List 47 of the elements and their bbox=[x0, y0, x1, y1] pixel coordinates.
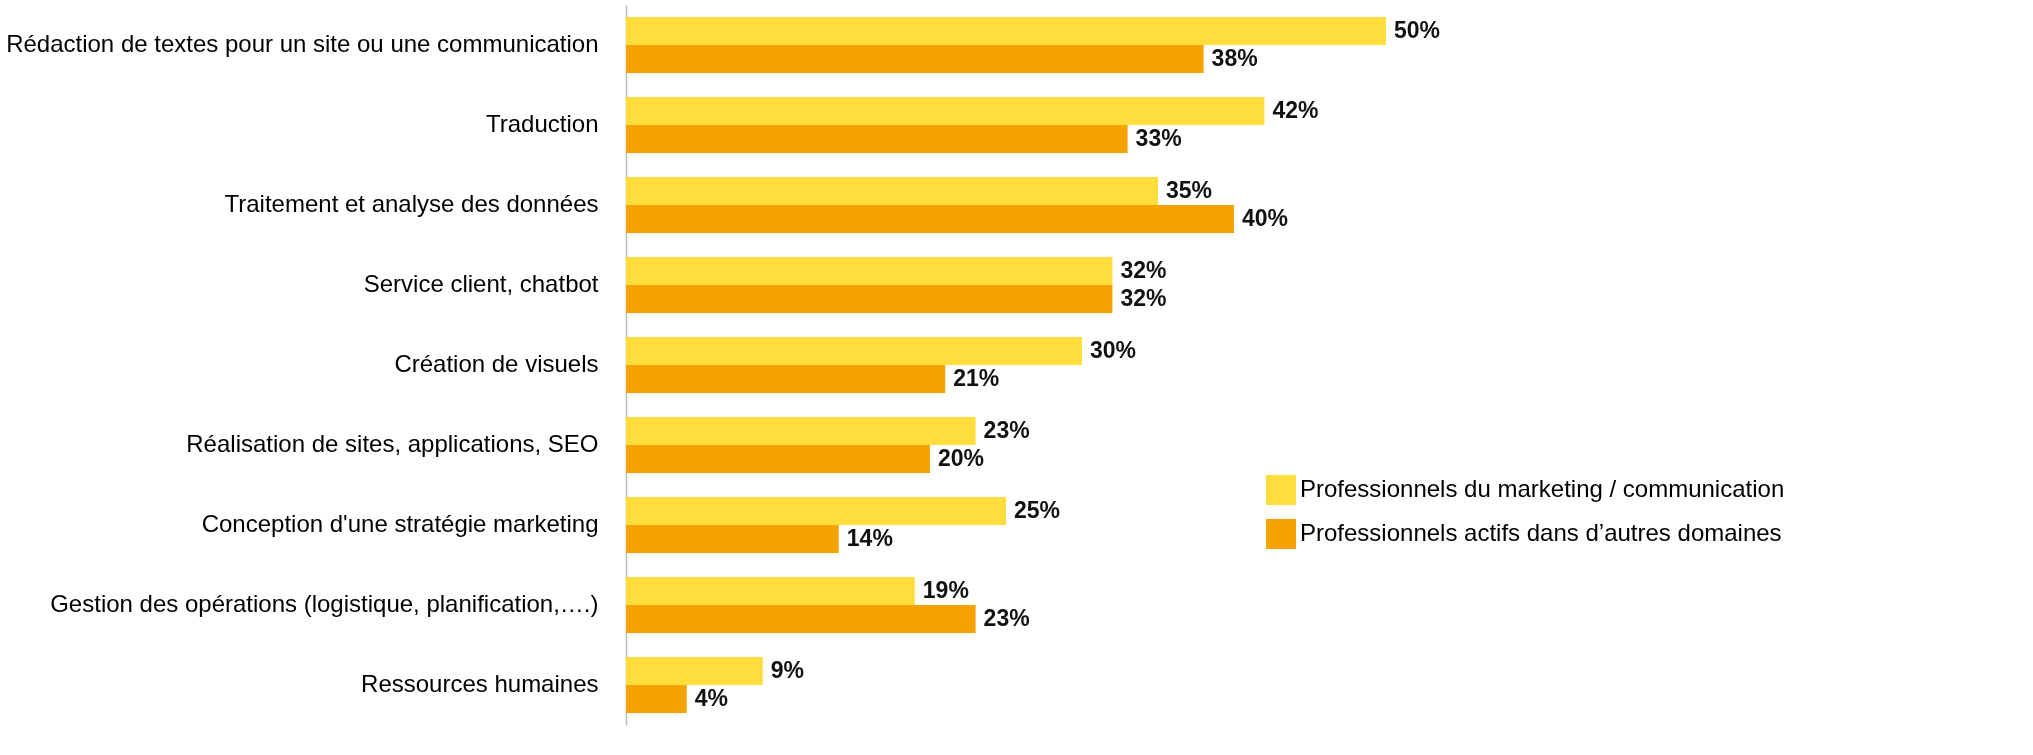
bar bbox=[626, 337, 1082, 365]
data-label: 9% bbox=[770, 657, 805, 683]
y-tick-label: Ressources humaines bbox=[361, 670, 599, 697]
legend-label: Professionnels actifs dans d’autres domaines bbox=[1300, 519, 1782, 546]
data-label: 40% bbox=[1242, 205, 1289, 231]
data-label: 50% bbox=[1394, 17, 1441, 43]
data-label: 42% bbox=[1272, 97, 1319, 123]
data-label: 32% bbox=[1120, 257, 1167, 283]
data-label: 32% bbox=[1120, 285, 1167, 311]
data-label: 23% bbox=[983, 417, 1030, 443]
bar bbox=[626, 285, 1113, 313]
data-label: 33% bbox=[1135, 125, 1182, 151]
y-tick-label: Réalisation de sites, applications, SEO bbox=[186, 430, 599, 457]
bar bbox=[626, 177, 1158, 205]
bar bbox=[626, 257, 1113, 285]
bar bbox=[626, 577, 915, 605]
bar bbox=[626, 657, 763, 685]
bar bbox=[626, 605, 976, 633]
bar bbox=[626, 417, 976, 445]
data-label: 19% bbox=[922, 577, 969, 603]
data-label: 23% bbox=[983, 605, 1030, 631]
data-label: 25% bbox=[1014, 497, 1061, 523]
bar bbox=[626, 205, 1234, 233]
y-tick-label: Rédaction de textes pour un site ou une communication bbox=[6, 30, 599, 57]
y-tick-label: Conception d'une stratégie marketing bbox=[201, 510, 599, 537]
bar bbox=[626, 97, 1265, 125]
bar bbox=[626, 365, 946, 393]
data-label: 38% bbox=[1211, 45, 1258, 71]
data-label: 20% bbox=[938, 445, 985, 471]
bar bbox=[626, 685, 687, 713]
y-tick-label: Traduction bbox=[486, 110, 599, 137]
bar bbox=[626, 497, 1006, 525]
y-tick-label: Gestion des opérations (logistique, planification,….) bbox=[50, 590, 599, 617]
data-label: 30% bbox=[1090, 337, 1137, 363]
bar bbox=[626, 17, 1386, 45]
bar bbox=[626, 445, 930, 473]
data-label: 14% bbox=[846, 525, 893, 551]
y-tick-label: Création de visuels bbox=[394, 350, 599, 377]
data-label: 4% bbox=[694, 685, 729, 711]
bar bbox=[626, 45, 1204, 73]
bar bbox=[626, 525, 839, 553]
bar bbox=[626, 125, 1128, 153]
data-label: 21% bbox=[953, 365, 1000, 391]
legend-label: Professionnels du marketing / communication bbox=[1300, 475, 1785, 502]
data-label: 35% bbox=[1166, 177, 1213, 203]
y-tick-label: Traitement et analyse des données bbox=[224, 190, 599, 217]
y-tick-label: Service client, chatbot bbox=[363, 270, 599, 297]
